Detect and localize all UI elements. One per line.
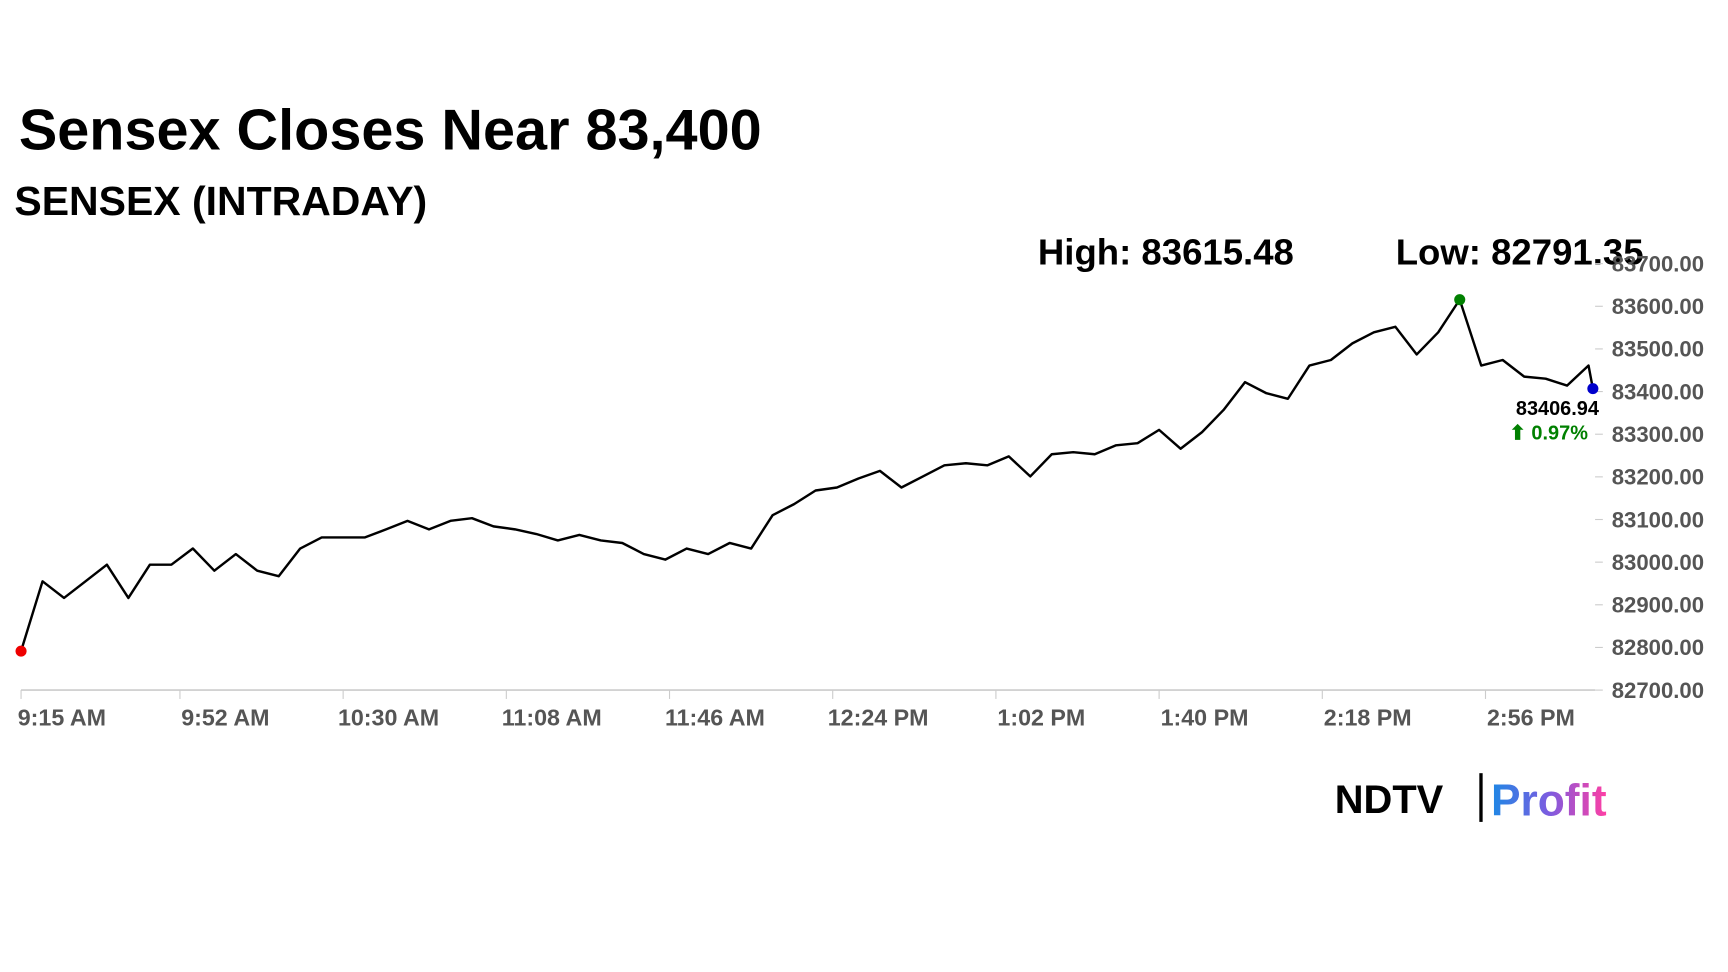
x-tick-label: 11:08 AM — [502, 705, 602, 731]
x-tick-label: 9:15 AM — [18, 705, 106, 731]
y-tick-label: 82900.00 — [1612, 593, 1704, 618]
low-marker — [15, 645, 27, 657]
low-label: Low: 82791.35 — [1396, 232, 1644, 273]
y-tick-label: 83700.00 — [1612, 251, 1704, 276]
high-label: High: 83615.48 — [1038, 232, 1294, 273]
chart-title: Sensex Closes Near 83,400 — [19, 99, 762, 163]
y-tick-label: 83500.00 — [1612, 337, 1704, 362]
y-tick-label: 83200.00 — [1612, 465, 1704, 490]
y-tick-label: 82800.00 — [1612, 635, 1704, 660]
x-tick-label: 1:40 PM — [1161, 705, 1249, 731]
high-marker — [1454, 294, 1466, 306]
y-tick-label: 83400.00 — [1612, 379, 1704, 404]
y-tick-label: 83600.00 — [1612, 294, 1704, 319]
change-label: ⬆ 0.97% — [1509, 423, 1588, 445]
y-tick-label: 83000.00 — [1612, 550, 1704, 575]
logo-right: Profit — [1491, 776, 1607, 825]
y-tick-label: 83100.00 — [1612, 507, 1704, 532]
x-tick-label: 1:02 PM — [997, 705, 1085, 731]
chart-subtitle: SENSEX (INTRADAY) — [14, 178, 427, 224]
x-tick-label: 11:46 AM — [665, 705, 765, 731]
x-tick-label: 12:24 PM — [828, 705, 929, 731]
x-tick-label: 2:18 PM — [1324, 705, 1412, 731]
x-tick-label: 9:52 AM — [181, 705, 269, 731]
last-marker — [1587, 383, 1599, 395]
price-line — [19, 298, 1595, 652]
x-tick-label: 2:56 PM — [1487, 705, 1575, 731]
logo-left: NDTV — [1335, 778, 1444, 822]
y-tick-label: 83300.00 — [1612, 422, 1704, 447]
last-value-label: 83406.94 — [1516, 398, 1599, 420]
x-tick-label: 10:30 AM — [338, 705, 439, 731]
y-tick-label: 82700.00 — [1612, 678, 1704, 703]
